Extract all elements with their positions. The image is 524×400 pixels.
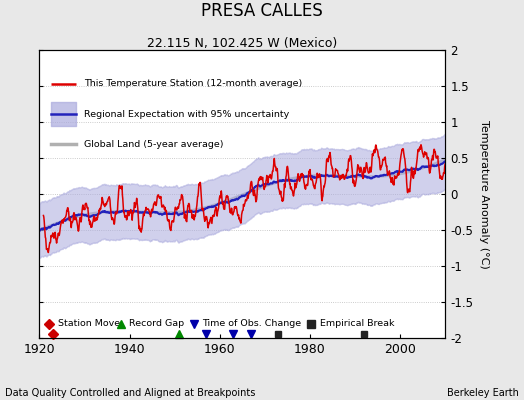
Text: Data Quality Controlled and Aligned at Breakpoints: Data Quality Controlled and Aligned at B… <box>5 388 256 398</box>
Title: 22.115 N, 102.425 W (Mexico): 22.115 N, 102.425 W (Mexico) <box>147 37 337 50</box>
Y-axis label: Temperature Anomaly (°C): Temperature Anomaly (°C) <box>479 120 489 268</box>
Text: Berkeley Earth: Berkeley Earth <box>447 388 519 398</box>
Text: PRESA CALLES: PRESA CALLES <box>201 2 323 20</box>
